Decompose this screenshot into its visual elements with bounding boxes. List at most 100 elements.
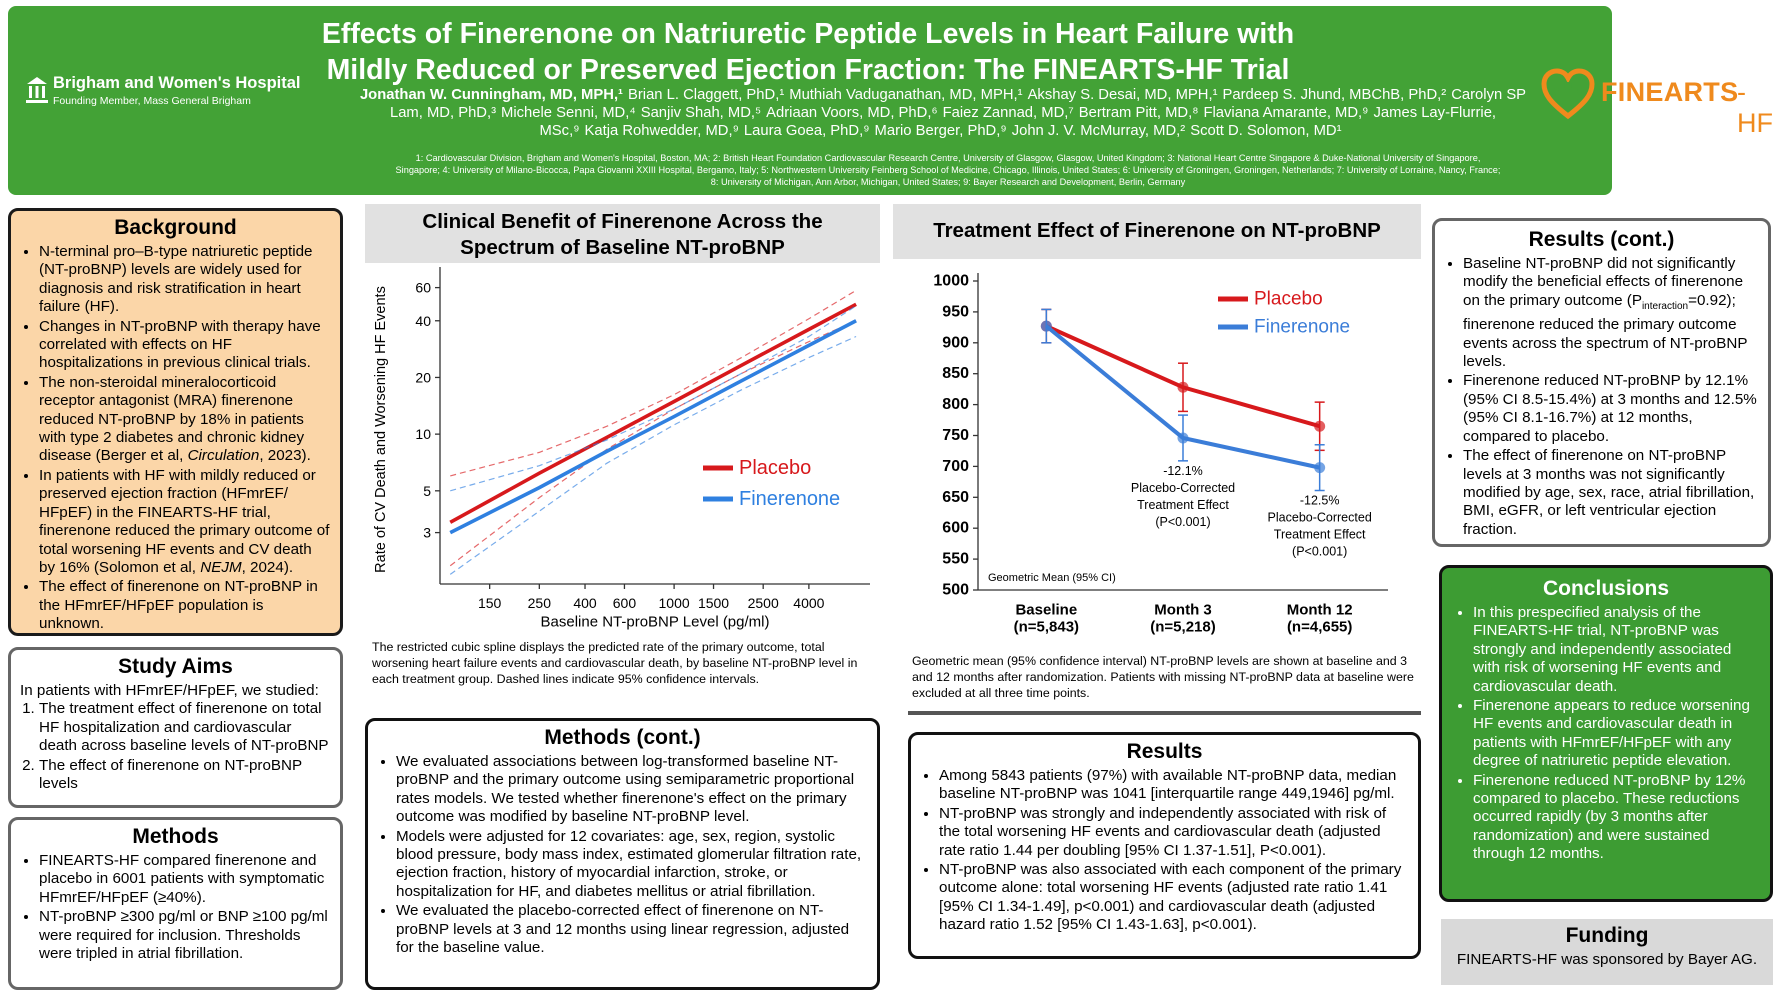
- author: James Lay-Flurrie, MSc,⁹: [539, 105, 1497, 140]
- y-tick-label: 750: [942, 427, 969, 444]
- trial-logo: FINEARTS -HF: [1540, 64, 1776, 138]
- title-line: Effects of Finerenone on Natriuretic Pep…: [321, 18, 1295, 50]
- annotation: -12.5%: [1300, 494, 1340, 508]
- y-tick-label: 40: [415, 313, 431, 329]
- section-title: Results (cont.): [1528, 228, 1675, 251]
- x-tick-label: 1000: [659, 595, 690, 611]
- list-item: The treatment effect of finerenone on to…: [39, 700, 331, 755]
- intro: In patients with HFmrEF/HFpEF, we studie…: [20, 682, 319, 699]
- methods-section: Methods FINEARTS-HF compared finerenone a…: [8, 817, 343, 990]
- section-title: Methods (cont.): [544, 726, 701, 749]
- results-section: Results Among 5843 patients (97%) with av…: [908, 732, 1421, 959]
- x-tick-label: 2500: [748, 595, 779, 611]
- bullet: NT-proBNP ≥300 pg/ml or BNP ≥100 pg/ml w…: [39, 908, 331, 963]
- author: Muthiah Vaduganathan, MD, MPH,¹: [789, 87, 1023, 103]
- text-run: Baseline NT-proBNP did not significantly…: [1463, 255, 1744, 309]
- section-title: Methods: [132, 825, 219, 848]
- spline-chart: 3 5 10 20 40 60 150 250 400 600 1000 1500 2500 4000 Ba…: [373, 267, 870, 631]
- bullet-list: In this prespecified analysis of the FIN…: [1454, 604, 1758, 864]
- x-tick-label: Baseline: [1015, 602, 1077, 619]
- section-title: Background: [114, 216, 237, 239]
- bullet: Among 5843 patients (97%) with available…: [939, 767, 1409, 804]
- annotation: -12.1%: [1163, 464, 1203, 478]
- author: Sanjiv Shah, MD,⁵: [640, 105, 762, 122]
- annotation: (P<0.001): [1292, 545, 1347, 559]
- y-tick-label: 900: [942, 334, 969, 351]
- text-run: , 2023).: [259, 447, 311, 465]
- author: Katja Rohwedder, MD,⁹: [584, 123, 739, 140]
- x-tick-label: 1500: [698, 595, 729, 611]
- author: Jonathan W. Cunningham, MD, MPH,¹: [359, 87, 623, 103]
- author: Pardeep S. Jhund, MBChB, PhD,²: [1222, 87, 1447, 103]
- marker: [1314, 462, 1326, 474]
- section-title: Study Aims: [118, 655, 233, 678]
- series-line: [449, 302, 857, 524]
- legend-label: Finerenone: [1254, 317, 1350, 338]
- y-tick-label: 20: [415, 369, 431, 385]
- hospital-icon: [26, 77, 48, 103]
- legend-label: Finerenone: [739, 488, 840, 510]
- author: Carolyn SP Lam, MD, PhD,³: [389, 87, 1527, 122]
- bullet: We evaluated associations between log-tr…: [396, 753, 868, 827]
- y-tick-label: 650: [942, 489, 969, 506]
- n-label: (n=4,655): [1287, 619, 1352, 636]
- ci-line: [450, 305, 857, 492]
- y-tick-label: 60: [415, 280, 431, 296]
- x-tick-label: 600: [613, 595, 637, 611]
- series-line: [449, 319, 857, 535]
- y-tick-label: 950: [942, 303, 969, 320]
- bullet: FINEARTS-HF compared finerenone and plac…: [39, 852, 331, 907]
- marker: [1177, 381, 1189, 393]
- bullet: NT-proBNP was strongly and independently…: [939, 805, 1409, 860]
- ci-line: [449, 320, 857, 567]
- bullet: Changes in NT-proBNP with therapy have c…: [39, 318, 331, 373]
- y-tick-label: 800: [942, 396, 969, 413]
- background-section: Background N-terminal pro–B-type natriure…: [8, 208, 343, 636]
- logo-suffix: -HF: [1737, 77, 1773, 138]
- ci-line: [450, 289, 857, 477]
- x-axis-label: Baseline NT-proBNP Level (pg/ml): [541, 614, 770, 631]
- bullet-list: Among 5843 patients (97%) with available…: [920, 767, 1409, 935]
- title-line: Mildly Reduced or Preserved Ejection Fra…: [326, 54, 1290, 86]
- bullet: In this prespecified analysis of the FIN…: [1473, 604, 1758, 696]
- author: Laura Goea, PhD,⁹: [743, 123, 870, 140]
- marker: [1040, 320, 1052, 332]
- x-tick-label: Month 12: [1287, 602, 1353, 619]
- hospital-name: Brigham and Women's Hospital: [53, 74, 301, 92]
- author: Faiez Zannad, MD,⁷: [942, 105, 1074, 122]
- y-tick-label: 3: [423, 525, 431, 541]
- bullet: The effect of finerenone on NT-proBNP le…: [1463, 447, 1759, 539]
- text-run: The non-steroidal mineralocorticoid rece…: [39, 373, 305, 465]
- bullet-list: We evaluated associations between log-tr…: [377, 753, 868, 957]
- annotation: Treatment Effect: [1274, 528, 1366, 542]
- results-cont-section: Results (cont.) Baseline NT-proBNP did no…: [1432, 218, 1771, 547]
- poster-title: Effects of Finerenone on Natriuretic Pep…: [308, 16, 1308, 88]
- y-tick-label: 850: [942, 365, 969, 382]
- y-tick-label: 550: [942, 551, 969, 568]
- ci-line: [449, 335, 857, 575]
- bullet: We evaluated the placebo-corrected effec…: [396, 902, 868, 957]
- bullet: Finerenone reduced NT-proBNP by 12% comp…: [1473, 772, 1758, 864]
- author: Michele Senni, MD,⁴: [501, 105, 636, 122]
- funding-section: Funding FINEARTS-HF was sponsored by Baye…: [1441, 919, 1773, 985]
- y-tick-label: 600: [942, 520, 969, 537]
- author: Mario Berger, PhD,⁹: [874, 123, 1007, 140]
- figure-caption: Geometric mean (95% confidence interval)…: [912, 654, 1414, 700]
- x-tick-label: 400: [573, 595, 597, 611]
- author: Bertram Pitt, MD,⁸: [1078, 105, 1199, 122]
- author: Scott D. Solomon, MD¹: [1190, 123, 1342, 140]
- legend-label: Placebo: [1254, 289, 1323, 310]
- annotation: Placebo-Corrected: [1131, 481, 1235, 495]
- affiliations: 1: Cardiovascular Division, Brigham and …: [395, 153, 1501, 187]
- figure-caption: The restricted cubic spline displays the…: [372, 640, 858, 686]
- text-run: In patients with HF with mildly reduced …: [39, 466, 330, 576]
- bullet: Finerenone appears to reduce worsening H…: [1473, 697, 1758, 771]
- bullet: Baseline NT-proBNP did not significantly…: [1463, 255, 1759, 371]
- y-tick-label: 5: [423, 483, 431, 499]
- marker: [1177, 432, 1189, 444]
- heart-icon: [1541, 68, 1595, 120]
- plot-note: Geometric Mean (95% CI): [988, 572, 1116, 584]
- n-label: (n=5,843): [1014, 619, 1079, 636]
- y-tick-label: 1000: [933, 273, 969, 290]
